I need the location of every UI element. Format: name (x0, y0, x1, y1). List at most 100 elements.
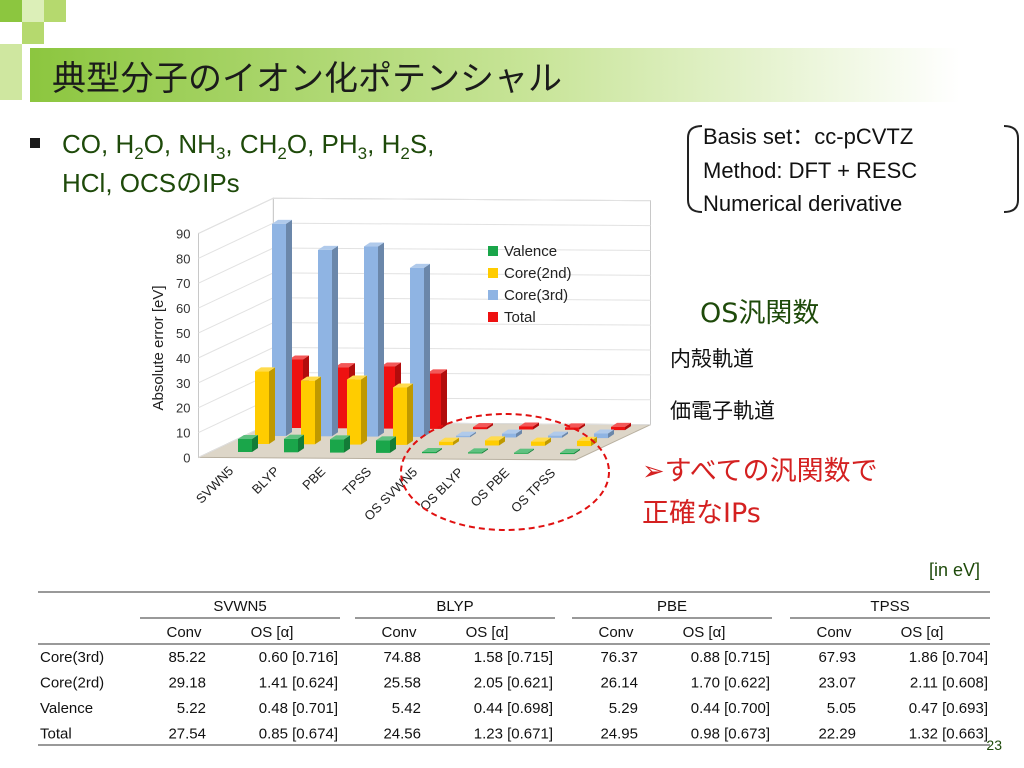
subscript: 3 (216, 144, 225, 163)
table-cell: 0.47 [0.693] (909, 700, 988, 717)
x-tick-label: SVWN5 (193, 463, 236, 506)
bar (376, 436, 396, 453)
unit-note: [in eV] (929, 560, 980, 580)
bar (468, 448, 488, 454)
bar (410, 263, 430, 437)
bar (456, 431, 476, 438)
y-tick-label: 0 (183, 450, 190, 465)
bar (272, 219, 292, 436)
table-cell: 0.48 [0.701] (259, 700, 338, 717)
table-subheader: OS [α] (466, 624, 509, 641)
bullet-line: CO, H2O, NH3, CH2O, PH3, H2S, (62, 129, 434, 163)
table-row-label: Valence (40, 700, 93, 717)
bar (427, 369, 447, 429)
title: 典型分子のイオン化ポテンシャル (52, 59, 562, 99)
page-number: 23 (986, 737, 1002, 753)
bar (301, 376, 321, 445)
table-cell: 85.22 (168, 649, 206, 666)
table-cell: 5.05 (827, 700, 856, 717)
x-tick-label: BLYP (249, 463, 282, 496)
table-cell: 5.29 (609, 700, 638, 717)
table-cell: 26.14 (600, 675, 638, 692)
bar (514, 448, 534, 454)
info-line: Numerical derivative (703, 191, 902, 216)
subscript: 2 (134, 144, 143, 163)
bar (594, 429, 614, 439)
bar (611, 422, 631, 431)
text-run: O, NH (144, 129, 216, 159)
table-cell: 76.37 (600, 649, 638, 666)
note: 内殻軌道 (670, 347, 754, 371)
y-tick-label: 70 (176, 276, 190, 291)
table-cell: 5.22 (177, 700, 206, 717)
table: SVWN5 BLYP PBE TPSS Conv OS [α] Conv OS [α] Conv… (38, 591, 990, 746)
bar (560, 448, 580, 455)
table-cell: 2.11 [0.608] (910, 675, 988, 692)
table-subheader: Conv (381, 624, 417, 641)
x-tick-label: OS BLYP (417, 465, 466, 514)
legend-swatch (488, 312, 498, 322)
bar (255, 367, 275, 444)
table-group-header: BLYP (436, 598, 473, 615)
conclusion: 正確なIPs (642, 498, 761, 529)
bar (519, 422, 539, 430)
text-run: , H (367, 129, 400, 159)
highlight-ellipse (400, 413, 610, 531)
chart: 0 10 20 30 40 50 60 70 80 90 Absolute error [eV] SV… (150, 197, 651, 523)
legend-label: Core(2nd) (504, 265, 572, 282)
table-cell: 0.85 [0.674] (259, 726, 338, 743)
title-band (30, 48, 960, 102)
y-tick-label: 10 (176, 426, 190, 441)
table-group-header: TPSS (870, 598, 909, 615)
x-tick-label: TPSS (340, 464, 375, 499)
legend-swatch (488, 268, 498, 278)
table-cell: 29.18 (168, 675, 206, 692)
y-tick-label: 20 (176, 401, 190, 416)
bar (238, 435, 258, 452)
table-cell: 1.86 [0.704] (909, 649, 988, 666)
table-cell: 1.70 [0.622] (691, 675, 770, 692)
text-run: CO, H (62, 129, 134, 159)
table-cell: 2.05 [0.621] (474, 675, 553, 692)
info-line: Method: DFT + RESC (703, 158, 917, 183)
note: OS汎関数 (700, 298, 819, 329)
text-run: O, PH (287, 129, 358, 159)
table-cell: 25.58 (383, 675, 421, 692)
y-tick-label: 80 (176, 251, 190, 266)
y-tick-label: 60 (176, 301, 190, 316)
table-row-label: Core(3rd) (40, 649, 104, 666)
table-cell: 24.95 (600, 726, 638, 743)
table-cell: 1.32 [0.663] (909, 726, 988, 743)
table-subheader: Conv (598, 624, 634, 641)
bullet-marker (30, 138, 40, 148)
info-box: Basis set：cc-pCVTZ Method: DFT + RESC Nu… (687, 124, 1019, 216)
legend-swatch (488, 290, 498, 300)
bar (364, 242, 384, 437)
note: 価電子軌道 (670, 399, 775, 423)
y-axis-label: Absolute error [eV] (150, 285, 167, 410)
x-tick-label: PBE (299, 463, 328, 492)
subscript: 2 (277, 144, 286, 163)
table-cell: 1.23 [0.671] (474, 726, 553, 743)
bar (531, 437, 551, 446)
bar (502, 429, 522, 438)
bar (473, 423, 493, 430)
info-line: Basis set：cc-pCVTZ (703, 124, 913, 149)
bar (318, 245, 338, 437)
x-tick-label: OS PBE (467, 465, 512, 510)
text-run: S, (410, 129, 435, 159)
table-cell: 5.42 (392, 700, 421, 717)
table-subheader: OS [α] (901, 624, 944, 641)
subscript: 2 (400, 144, 409, 163)
y-tick-label: 50 (176, 326, 190, 341)
bar (284, 434, 304, 453)
bar (548, 431, 568, 438)
table-group-header: SVWN5 (213, 598, 266, 615)
legend-label: Valence (504, 243, 557, 260)
bar (393, 383, 413, 445)
table-cell: 0.44 [0.698] (474, 700, 553, 717)
legend-label: Total (504, 309, 536, 326)
table-cell: 1.41 [0.624] (259, 675, 338, 692)
